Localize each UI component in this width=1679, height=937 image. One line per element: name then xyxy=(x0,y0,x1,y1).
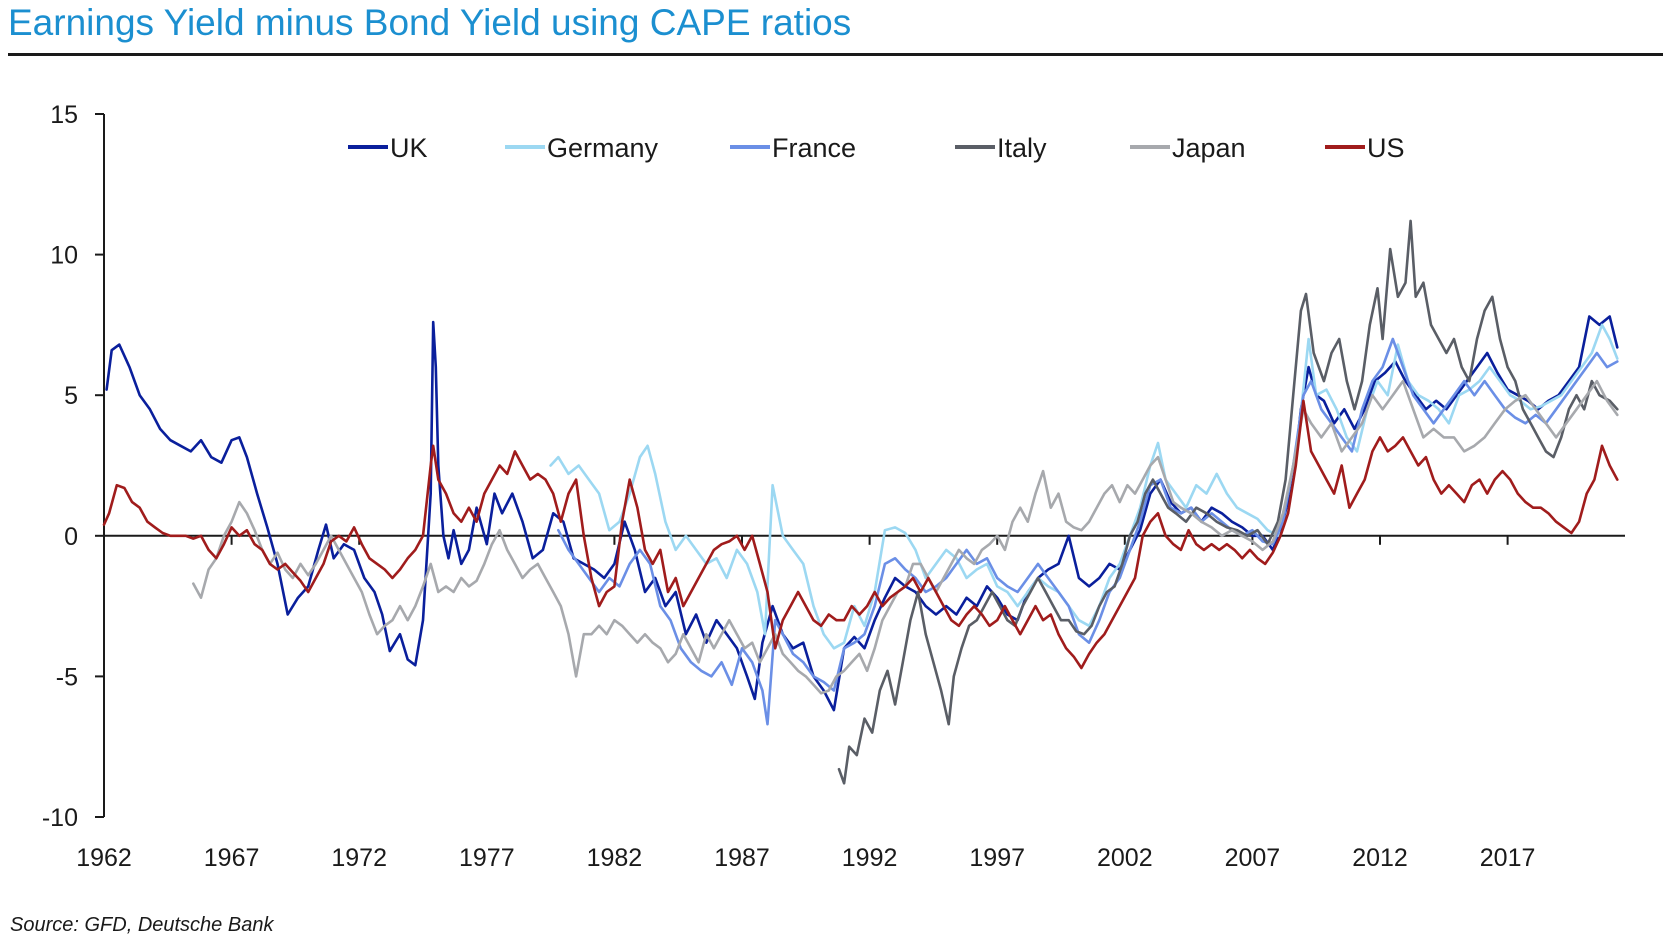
x-tick-label: 1967 xyxy=(204,844,260,872)
x-tick-label: 2002 xyxy=(1097,844,1153,872)
source-note: Source: GFD, Deutsche Bank xyxy=(10,914,274,936)
legend-label-japan: Japan xyxy=(1172,133,1246,163)
chart-legend: UK Germany France Italy Japan US xyxy=(348,133,1405,163)
series-line-germany xyxy=(549,323,1619,650)
x-tick-label: 2007 xyxy=(1225,844,1281,872)
y-tick-label: 10 xyxy=(50,242,78,270)
series-line-italy xyxy=(837,219,1619,785)
chart-series xyxy=(102,219,1619,785)
legend-label-italy: Italy xyxy=(997,133,1047,163)
x-tick-label: 2012 xyxy=(1352,844,1408,872)
x-tick-label: 1962 xyxy=(76,844,132,872)
title-rule xyxy=(8,53,1663,56)
series-line-japan xyxy=(192,379,1619,695)
x-tick-label: 1997 xyxy=(969,844,1025,872)
y-tick-label: 15 xyxy=(50,101,78,129)
x-tick-label: 2017 xyxy=(1480,844,1536,872)
x-tick-label: 1992 xyxy=(842,844,898,872)
series-line-uk xyxy=(105,315,1619,712)
chart-title: Earnings Yield minus Bond Yield using CA… xyxy=(8,2,852,43)
y-tick-label: -5 xyxy=(56,663,78,691)
y-tick-label: -10 xyxy=(42,804,78,832)
x-tick-label: 1972 xyxy=(331,844,387,872)
series-line-france xyxy=(557,337,1619,726)
x-tick-label: 1982 xyxy=(587,844,643,872)
legend-label-us: US xyxy=(1367,133,1405,163)
x-tick-label: 1977 xyxy=(459,844,515,872)
series-line-us xyxy=(102,399,1619,670)
x-tick-label: 1987 xyxy=(714,844,770,872)
legend-label-uk: UK xyxy=(390,133,428,163)
y-tick-label: 0 xyxy=(64,523,78,551)
legend-label-germany: Germany xyxy=(547,133,659,163)
chart-axes: -10 -5 0 5 10 15 1962 1967 1972 1977 1982 1987 1992 1… xyxy=(42,101,1625,872)
y-tick-label: 5 xyxy=(64,382,78,410)
legend-label-france: France xyxy=(772,133,856,163)
